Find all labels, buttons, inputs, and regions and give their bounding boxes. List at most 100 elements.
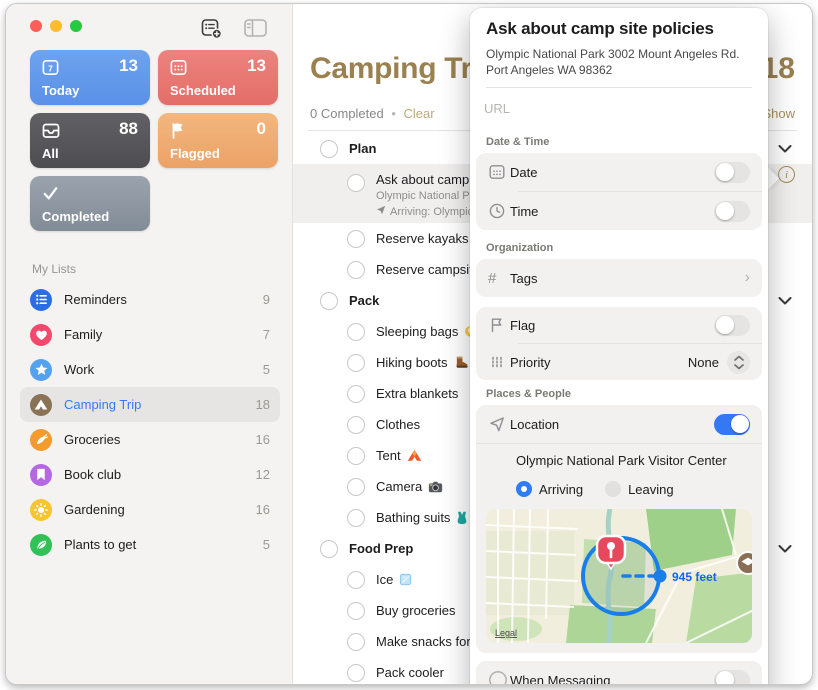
messaging-group: When Messaging [476, 661, 762, 684]
smart-list-card-completed[interactable]: Completed [30, 176, 150, 231]
toggle-sidebar-icon[interactable] [243, 17, 268, 44]
card-count: 0 [256, 119, 266, 138]
chevron-right-icon: › [744, 269, 750, 286]
sidebar-list-book-club[interactable]: Book club 12 [20, 457, 280, 492]
priority-stepper[interactable] [727, 350, 750, 374]
smart-list-cards: 7 13 Today 13 Scheduled 88 All 0 Flagged Complete… [30, 50, 278, 231]
card-label: Completed [42, 209, 110, 224]
reminder-row[interactable]: Ice [293, 564, 812, 595]
priority-row[interactable]: Priority None [476, 344, 762, 380]
reminder-checkbox[interactable] [320, 539, 338, 558]
sidebar-list-work[interactable]: Work 5 [20, 352, 280, 387]
clear-link[interactable]: Clear [403, 106, 435, 121]
reminder-row[interactable]: Tent [293, 440, 812, 471]
section-row-food-prep[interactable]: Food Prep [293, 533, 812, 564]
chevron-down-icon[interactable] [778, 140, 792, 158]
camera-emoji [428, 481, 443, 493]
date-time-group: Date Time [476, 153, 762, 230]
list-count: 12 [255, 467, 270, 482]
smart-list-card-all[interactable]: 88 All [30, 113, 150, 168]
chevron-down-icon[interactable] [778, 292, 792, 310]
priority-value: None [687, 354, 719, 370]
location-toggle[interactable] [714, 413, 750, 435]
list-name: Family [64, 327, 103, 342]
list-name: Camping Trip [64, 397, 142, 412]
reminder-checkbox[interactable] [347, 415, 365, 434]
flag-toggle[interactable] [714, 314, 750, 336]
reminder-checkbox[interactable] [320, 139, 338, 158]
smart-list-card-scheduled[interactable]: 13 Scheduled [158, 50, 278, 105]
legal-link[interactable]: Legal [495, 628, 517, 638]
smart-list-card-flagged[interactable]: 0 Flagged [158, 113, 278, 168]
list-bullets-icon [30, 288, 52, 311]
reminder-row[interactable]: Bathing suits [293, 502, 812, 533]
sun-icon [30, 498, 52, 521]
zoom-button[interactable] [70, 20, 82, 32]
reminder-checkbox[interactable] [347, 353, 365, 372]
reminder-checkbox[interactable] [347, 570, 365, 589]
sidebar-list-camping-trip[interactable]: Camping Trip 18 [20, 387, 280, 422]
reminder-checkbox[interactable] [347, 384, 365, 403]
card-count: 13 [247, 56, 266, 75]
reminder-checkbox[interactable] [347, 601, 365, 620]
reminder-row[interactable]: Hiking boots [293, 347, 812, 378]
location-arrow-small-icon [376, 205, 386, 218]
card-label: All [42, 146, 59, 161]
show-completed-link[interactable]: Show [762, 106, 795, 121]
date-toggle[interactable] [714, 161, 750, 183]
reminder-checkbox[interactable] [347, 632, 365, 651]
messaging-toggle[interactable] [714, 669, 750, 684]
reminder-row[interactable]: Reserve campsites [293, 254, 812, 285]
reminder-checkbox[interactable] [347, 322, 365, 341]
info-button[interactable]: i [778, 166, 795, 183]
sidebar-list-plants-to-get[interactable]: Plants to get 5 [20, 527, 280, 562]
reminder-row[interactable]: Clothes [293, 409, 812, 440]
time-row[interactable]: Time [476, 192, 762, 230]
section-row-pack[interactable]: Pack [293, 285, 812, 316]
date-row[interactable]: Date [476, 153, 762, 191]
reminder-checkbox[interactable] [347, 260, 365, 279]
leaving-option[interactable]: Leaving [605, 481, 674, 497]
reminder-checkbox[interactable] [347, 508, 365, 527]
messaging-person-icon [488, 670, 510, 684]
add-reminder-icon[interactable] [199, 16, 223, 45]
when-messaging-row[interactable]: When Messaging [476, 661, 762, 684]
minimize-button[interactable] [50, 20, 62, 32]
leaf-icon [30, 533, 52, 556]
list-count: 5 [262, 362, 270, 377]
priority-icon [488, 353, 510, 371]
card-count: 13 [119, 56, 138, 75]
close-button[interactable] [30, 20, 42, 32]
reminder-checkbox[interactable] [347, 446, 365, 465]
reminder-row[interactable]: Camera [293, 471, 812, 502]
location-map[interactable]: 945 feet Legal [486, 509, 752, 643]
reminder-checkbox[interactable] [347, 477, 365, 496]
reminder-row[interactable]: Pack cooler [293, 657, 812, 684]
reminder-checkbox[interactable] [347, 663, 365, 682]
sidebar-list-gardening[interactable]: Gardening 16 [20, 492, 280, 527]
tags-row[interactable]: # Tags › [488, 269, 750, 287]
reminder-row[interactable]: Extra blankets [293, 378, 812, 409]
hash-icon: # [488, 269, 497, 287]
sidebar-list-family[interactable]: Family 7 [20, 317, 280, 352]
sidebar-list-reminders[interactable]: Reminders 9 [20, 282, 280, 317]
tray-icon [41, 121, 61, 145]
reminder-row[interactable]: Sleeping bags [293, 316, 812, 347]
organization-heading: Organization [486, 242, 554, 254]
divider [486, 87, 752, 88]
reminder-checkbox[interactable] [320, 291, 338, 310]
section-row-plan[interactable]: Plan [293, 133, 812, 164]
flag-row[interactable]: Flag [476, 307, 762, 343]
arriving-option[interactable]: Arriving [516, 481, 583, 497]
reminder-checkbox[interactable] [347, 174, 365, 192]
sidebar-list-groceries[interactable]: Groceries 16 [20, 422, 280, 457]
reminder-checkbox[interactable] [347, 229, 365, 248]
time-toggle[interactable] [714, 200, 750, 222]
list-name: Work [64, 362, 95, 377]
location-row[interactable]: Location [476, 405, 762, 443]
reminder-row[interactable]: Buy groceries [293, 595, 812, 626]
smart-list-card-today[interactable]: 7 13 Today [30, 50, 150, 105]
chevron-down-icon[interactable] [778, 540, 792, 558]
url-input[interactable] [484, 94, 750, 122]
